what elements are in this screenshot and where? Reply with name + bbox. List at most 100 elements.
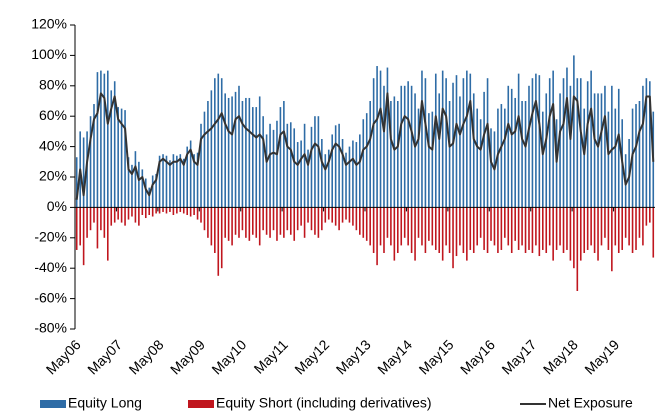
bar [390,207,392,246]
x-tick-label: May09 [167,336,208,377]
bar [486,207,489,253]
bar [621,207,624,250]
bar [186,146,189,208]
bar [410,85,413,208]
bar [521,207,523,246]
bar [376,207,378,266]
bar [452,207,454,269]
bar [210,90,213,208]
bar [258,96,261,208]
bar [82,137,85,208]
bar [431,111,434,208]
bar [414,207,416,261]
legend-label: Equity Short (including derivatives) [216,395,432,411]
bar [96,207,99,249]
bar [120,108,123,208]
bar [552,70,554,208]
legend-label: Net Exposure [548,395,633,411]
bar [203,111,206,208]
bar [117,207,119,220]
bar [645,207,648,226]
x-tick-label: May13 [333,336,374,377]
bar [635,207,637,250]
bar [245,207,247,238]
legend-label: Equity Long [68,395,142,411]
bar [324,207,327,223]
bar [310,126,313,208]
bar [162,207,164,212]
bar [234,91,237,208]
bar [652,207,655,258]
y-tick-label: 80% [39,77,67,93]
x-tick-label: May14 [374,336,415,377]
bar [75,207,78,250]
bar [348,146,351,208]
bar [483,91,485,208]
bar [586,207,589,250]
bar [134,151,137,208]
bar [141,207,144,215]
line [75,92,655,200]
bar [106,70,109,208]
bar [428,207,430,241]
bar [334,207,337,226]
bar [245,97,247,208]
bar [224,207,226,238]
bar [469,207,472,250]
bar [500,104,503,208]
bar [459,96,461,208]
bar [379,70,382,208]
bar [607,111,610,208]
bar [531,78,534,208]
bar [448,101,451,208]
bar [248,97,251,208]
bar [138,161,140,208]
bar [321,207,323,231]
bar [75,157,78,208]
bar [493,207,496,246]
x-tick-label: May11 [251,336,291,376]
bar [151,207,154,217]
bar [324,154,327,208]
bar [331,207,334,223]
bar [635,104,637,208]
bar [93,207,95,223]
bar [552,207,554,261]
bar [283,101,285,208]
bar [314,116,316,208]
bar [528,207,530,250]
bar [176,155,178,208]
bar [200,207,202,223]
x-tick-label: May18 [540,336,581,377]
bar [510,88,513,208]
bar [176,207,178,214]
bar [227,207,230,241]
bar [555,207,558,250]
bar [597,207,599,261]
bar [642,207,644,246]
bar [490,207,492,241]
bar [504,108,506,208]
y-tick-label: -20% [34,229,67,245]
bar [583,108,586,208]
x-tick-label: May10 [208,336,249,377]
bar [521,101,523,208]
bar [327,149,330,208]
bar [231,207,233,246]
bar [611,85,613,208]
bar [403,85,406,208]
bar [193,154,195,208]
bar [617,207,620,253]
bar [359,134,361,208]
bar [110,90,113,208]
bar [559,93,561,208]
bar [611,207,613,272]
bar [396,101,399,208]
y-tick-label: 100% [31,46,67,62]
bar [593,93,596,208]
bar [576,207,579,291]
bar [490,128,492,208]
bar [600,93,603,208]
bar [338,123,340,208]
